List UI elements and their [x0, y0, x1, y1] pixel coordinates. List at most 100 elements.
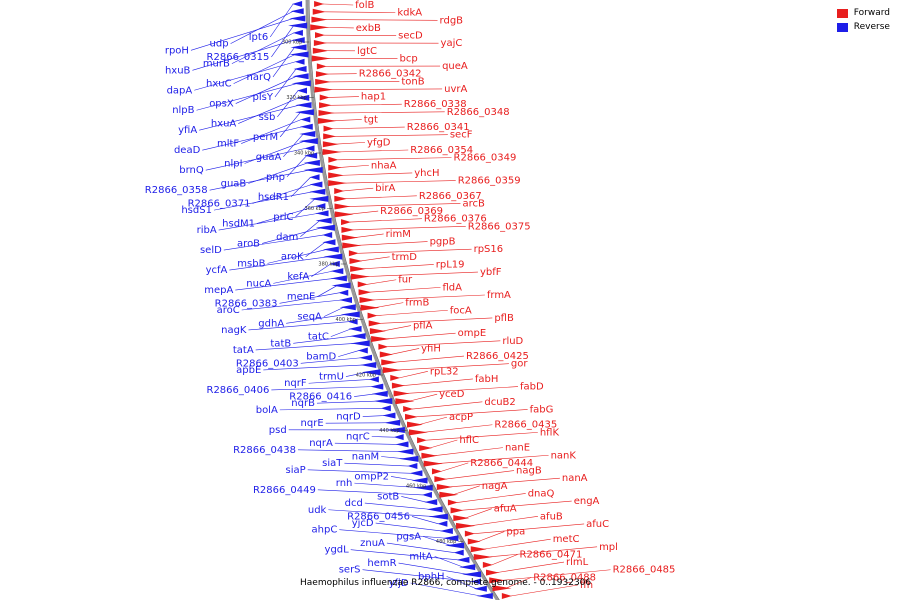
gene-label[interactable]: folB: [355, 0, 374, 11]
gene-label[interactable]: selD: [200, 245, 222, 256]
gene-label[interactable]: R2866_0376: [424, 214, 487, 225]
gene-label[interactable]: trmU: [319, 372, 344, 383]
gene-label[interactable]: nanA: [562, 473, 588, 484]
gene-label[interactable]: gdhA: [258, 318, 284, 329]
gene-label[interactable]: rluD: [502, 336, 523, 347]
gene-label[interactable]: acpP: [449, 412, 473, 423]
gene-label[interactable]: hxuA: [211, 119, 237, 130]
gene-label[interactable]: R2866_0348: [447, 107, 510, 118]
gene-label[interactable]: ribA: [197, 225, 217, 236]
gene-label[interactable]: mltA: [409, 551, 432, 562]
gene-label[interactable]: nqrB: [291, 398, 315, 409]
gene-label[interactable]: rpS16: [474, 244, 504, 255]
gene-label[interactable]: fabH: [475, 374, 499, 385]
gene-label[interactable]: rlmL: [566, 557, 589, 568]
gene-label[interactable]: ssb: [259, 112, 276, 123]
gene-label[interactable]: frmA: [487, 290, 511, 301]
gene-label[interactable]: bamD: [306, 352, 336, 363]
gene-label[interactable]: R2866_0406: [207, 385, 270, 396]
gene-label[interactable]: fabD: [520, 382, 544, 393]
gene-label[interactable]: hxuB: [165, 65, 191, 76]
gene-label[interactable]: fabG: [530, 404, 554, 415]
gene-label[interactable]: mepA: [204, 285, 233, 296]
gene-label[interactable]: aroB: [237, 238, 260, 249]
gene-label[interactable]: hxuC: [206, 79, 232, 90]
gene-label[interactable]: rdgB: [440, 15, 464, 26]
gene-label[interactable]: dcd: [345, 498, 363, 509]
gene-label[interactable]: prlC: [273, 212, 293, 223]
gene-label[interactable]: R2866_0488: [533, 572, 596, 583]
gene-label[interactable]: focA: [450, 305, 472, 316]
gene-label[interactable]: bcp: [400, 53, 418, 64]
gene-label[interactable]: queA: [442, 61, 468, 72]
gene-label[interactable]: deaD: [174, 145, 201, 156]
gene-label[interactable]: engA: [574, 496, 600, 507]
gene-label[interactable]: yfiA: [178, 125, 197, 136]
gene-label[interactable]: afuA: [494, 504, 517, 515]
gene-label[interactable]: R2866_0341: [407, 122, 470, 133]
gene-label[interactable]: nagB: [516, 466, 542, 477]
gene-label[interactable]: aroK: [281, 252, 304, 263]
gene-label[interactable]: lgtC: [357, 46, 377, 57]
gene-label[interactable]: perM: [253, 132, 278, 143]
gene-label[interactable]: tonB: [401, 76, 424, 87]
gene-label[interactable]: yfgD: [367, 137, 391, 148]
gene-label[interactable]: plsY: [253, 92, 274, 103]
gene-label[interactable]: udp: [210, 39, 229, 50]
gene-label[interactable]: fldA: [443, 282, 463, 293]
gene-label[interactable]: nanM: [352, 451, 379, 462]
gene-label[interactable]: ygdL: [325, 545, 350, 556]
gene-label[interactable]: yhcH: [414, 168, 439, 179]
gene-label[interactable]: pgpB: [430, 237, 456, 248]
gene-label[interactable]: afuC: [586, 519, 609, 530]
gene-label[interactable]: secD: [398, 31, 423, 42]
gene-label[interactable]: tatA: [233, 345, 254, 356]
gene-label[interactable]: hflK: [540, 427, 560, 438]
gene-label[interactable]: msbB: [237, 258, 265, 269]
gene-label[interactable]: fur: [398, 275, 413, 286]
gene-label[interactable]: kdkA: [397, 8, 422, 19]
gene-label[interactable]: hsdS1: [181, 205, 212, 216]
gene-label[interactable]: ppa: [506, 527, 525, 538]
gene-label[interactable]: tatC: [308, 332, 329, 343]
gene-label[interactable]: nanE: [505, 443, 530, 454]
gene-label[interactable]: rpL32: [430, 366, 459, 377]
gene-label[interactable]: sotB: [377, 491, 399, 502]
gene-label[interactable]: bolA: [256, 405, 278, 416]
gene-label[interactable]: yfjD: [389, 578, 409, 589]
gene-label[interactable]: ycfA: [206, 265, 228, 276]
gene-label[interactable]: nlpB: [172, 105, 194, 116]
gene-label[interactable]: murB: [203, 59, 230, 70]
gene-label[interactable]: nucA: [246, 278, 271, 289]
gene-label[interactable]: dapA: [167, 85, 193, 96]
gene-label[interactable]: pnp: [266, 172, 285, 183]
gene-label[interactable]: R2866_0354: [410, 145, 473, 156]
gene-label[interactable]: R2866_0349: [454, 153, 517, 164]
gene-label[interactable]: rnh: [336, 478, 353, 489]
gene-label[interactable]: R2866_0403: [236, 358, 299, 369]
gene-label[interactable]: rpL19: [436, 259, 465, 270]
gene-label[interactable]: seqA: [297, 312, 322, 323]
gene-label[interactable]: R2866_0315: [207, 52, 270, 63]
gene-label[interactable]: metC: [553, 534, 580, 545]
gene-label[interactable]: nlpI: [224, 159, 242, 170]
gene-label[interactable]: yceD: [439, 389, 465, 400]
gene-label[interactable]: exbB: [356, 23, 381, 34]
gene-label[interactable]: hemR: [367, 558, 396, 569]
gene-label[interactable]: narQ: [247, 72, 272, 83]
gene-label[interactable]: serS: [339, 565, 361, 576]
gene-label[interactable]: tgt: [364, 114, 378, 125]
gene-label[interactable]: R2866_0444: [470, 458, 533, 469]
gene-label[interactable]: nqrA: [309, 438, 333, 449]
gene-label[interactable]: tatB: [270, 338, 291, 349]
gene-label[interactable]: dcuB2: [484, 397, 515, 408]
gene-label[interactable]: secF: [450, 130, 473, 141]
gene-label[interactable]: birA: [375, 183, 395, 194]
gene-label[interactable]: guaB: [221, 178, 247, 189]
gene-label[interactable]: yfiH: [421, 343, 441, 354]
gene-label[interactable]: hap1: [361, 92, 386, 103]
gene-label[interactable]: hsdR1: [258, 192, 289, 203]
gene-label[interactable]: dnaQ: [528, 488, 555, 499]
gene-label[interactable]: pflB: [494, 313, 514, 324]
gene-label[interactable]: opsX: [209, 99, 234, 110]
